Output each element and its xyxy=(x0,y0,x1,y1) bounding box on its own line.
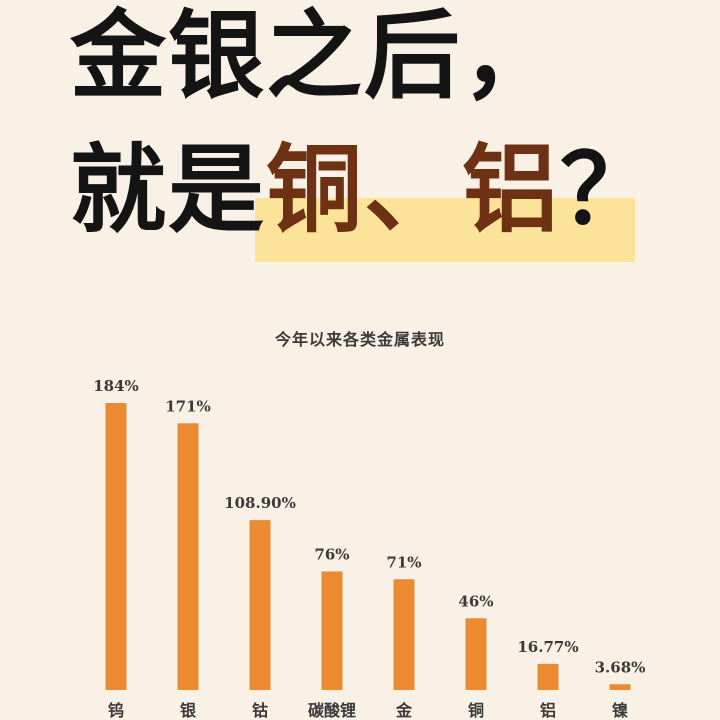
headline-line-1: 金银之后， xyxy=(70,0,560,112)
bar-3 xyxy=(249,520,271,690)
bar-5 xyxy=(393,579,415,690)
headline: 金银之后， 就是铜、铝？ xyxy=(0,0,720,290)
category-label-2: 银 xyxy=(180,701,197,720)
value-label-2: 171% xyxy=(165,397,211,415)
value-label-6: 46% xyxy=(458,592,493,610)
bar-6 xyxy=(465,618,487,690)
value-label-3: 108.90% xyxy=(224,494,296,512)
value-label-4: 76% xyxy=(314,545,349,563)
headline-line-2-end: ？ xyxy=(560,133,658,246)
bar-8 xyxy=(609,684,631,690)
value-label-8: 3.68% xyxy=(595,658,646,676)
headline-line-2-plain: 就是 xyxy=(70,133,266,246)
value-label-7: 16.77% xyxy=(517,638,578,656)
headline-highlight-band xyxy=(255,198,635,262)
category-label-4: 碳酸锂 xyxy=(308,701,356,720)
category-label-6: 铜 xyxy=(468,701,484,720)
bar-7 xyxy=(537,663,559,690)
category-label-1: 钨 xyxy=(108,701,124,720)
value-label-5: 71% xyxy=(386,553,421,571)
headline-line-2: 就是铜、铝？ xyxy=(70,142,658,238)
chart-title: 今年以来各类金属表现 xyxy=(274,330,445,349)
headline-line-2-accent: 铜、铝 xyxy=(266,133,560,246)
category-label-7: 铝 xyxy=(540,701,556,720)
bar-1 xyxy=(105,403,127,690)
bar-4 xyxy=(321,571,343,690)
category-label-5: 金 xyxy=(395,701,413,720)
category-label-3: 钴 xyxy=(252,701,268,720)
bar-2 xyxy=(177,423,199,690)
category-label-8: 镍 xyxy=(612,701,628,720)
value-label-1: 184% xyxy=(93,377,139,395)
